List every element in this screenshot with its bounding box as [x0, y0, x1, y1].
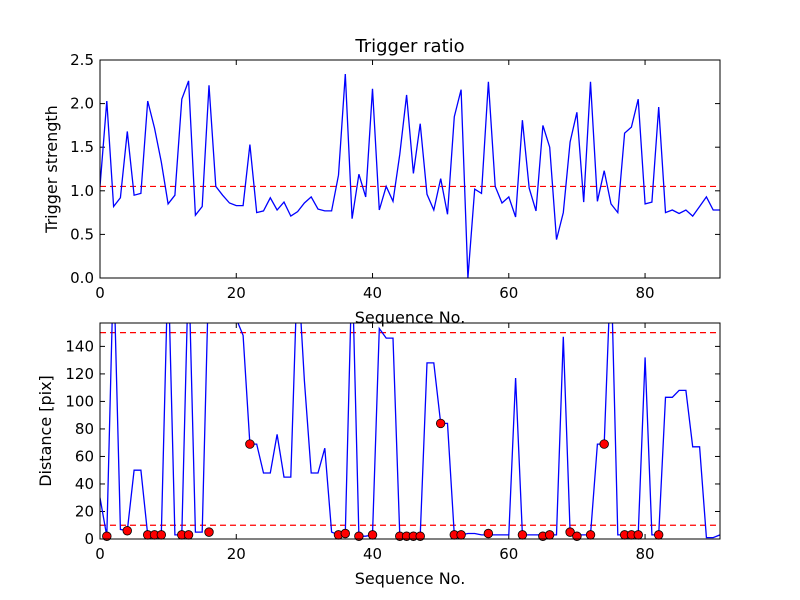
x-tick-label: 20 — [227, 545, 246, 563]
x-axis-label: Sequence No. — [355, 569, 466, 588]
data-point-marker — [517, 530, 528, 540]
data-point-marker — [599, 439, 609, 449]
x-axis-label: Sequence No. — [355, 308, 466, 327]
y-axis-label: Trigger strength — [42, 105, 61, 234]
data-point-marker — [653, 530, 664, 540]
data-point-marker — [204, 527, 214, 537]
data-point-marker — [456, 530, 466, 540]
x-tick-label: 60 — [499, 284, 518, 302]
series-line — [100, 323, 720, 539]
y-tick-label: 2.0 — [70, 95, 94, 113]
x-tick-label: 0 — [95, 284, 105, 302]
y-tick-label: 140 — [65, 337, 94, 355]
data-point-marker — [245, 439, 255, 449]
x-tick-label: 60 — [499, 545, 518, 563]
data-point-marker — [354, 531, 364, 541]
distance-axes: 0 20 40 60 80 0 20 40 60 80 100 120 140 Sequence No.… — [36, 322, 721, 588]
data-point-marker — [585, 530, 596, 540]
y-axis-label: Distance [pix] — [36, 375, 55, 487]
y-tick-label: 20 — [75, 502, 94, 520]
x-tick-label: 40 — [363, 545, 382, 563]
y-tick-label: 120 — [65, 365, 94, 383]
data-point-marker — [633, 530, 643, 540]
y-tick-label: 0.0 — [70, 269, 94, 287]
data-point-marker — [565, 527, 575, 537]
y-tick-label: 1.5 — [70, 138, 94, 156]
plot-frame — [99, 59, 721, 279]
y-tick-label: 0.5 — [70, 225, 94, 243]
y-tick-label: 0 — [84, 530, 94, 548]
data-point-marker — [572, 531, 582, 541]
data-point-marker — [415, 531, 425, 541]
y-tick-label: 60 — [75, 447, 94, 465]
data-point-marker — [102, 531, 112, 541]
data-point-marker — [183, 530, 194, 540]
trigger-strength-axes: Trigger ratio 0 20 40 60 80 0.0 0.5 1.0 1.5 2.0 2.… — [42, 36, 721, 327]
data-point-marker — [156, 530, 167, 540]
y-tick-label: 100 — [65, 392, 94, 410]
x-tick-label: 80 — [636, 284, 655, 302]
y-tick-label: 40 — [75, 475, 94, 493]
chart-title: Trigger ratio — [354, 36, 464, 57]
y-tick-label: 1.0 — [70, 182, 94, 200]
data-point-marker — [340, 528, 350, 539]
x-tick-label: 80 — [636, 545, 655, 563]
y-tick-label: 80 — [75, 420, 94, 438]
y-tick-label: 2.5 — [70, 51, 94, 69]
x-tick-label: 40 — [363, 284, 382, 302]
data-point-marker — [483, 528, 494, 539]
data-point-marker — [544, 530, 555, 540]
x-tick-label: 0 — [95, 545, 105, 563]
data-point-marker — [367, 530, 378, 540]
data-point-marker — [122, 526, 132, 536]
plot-frame — [99, 322, 721, 540]
x-tick-label: 20 — [227, 284, 246, 302]
series-line — [100, 73, 720, 278]
data-point-marker — [435, 418, 446, 429]
